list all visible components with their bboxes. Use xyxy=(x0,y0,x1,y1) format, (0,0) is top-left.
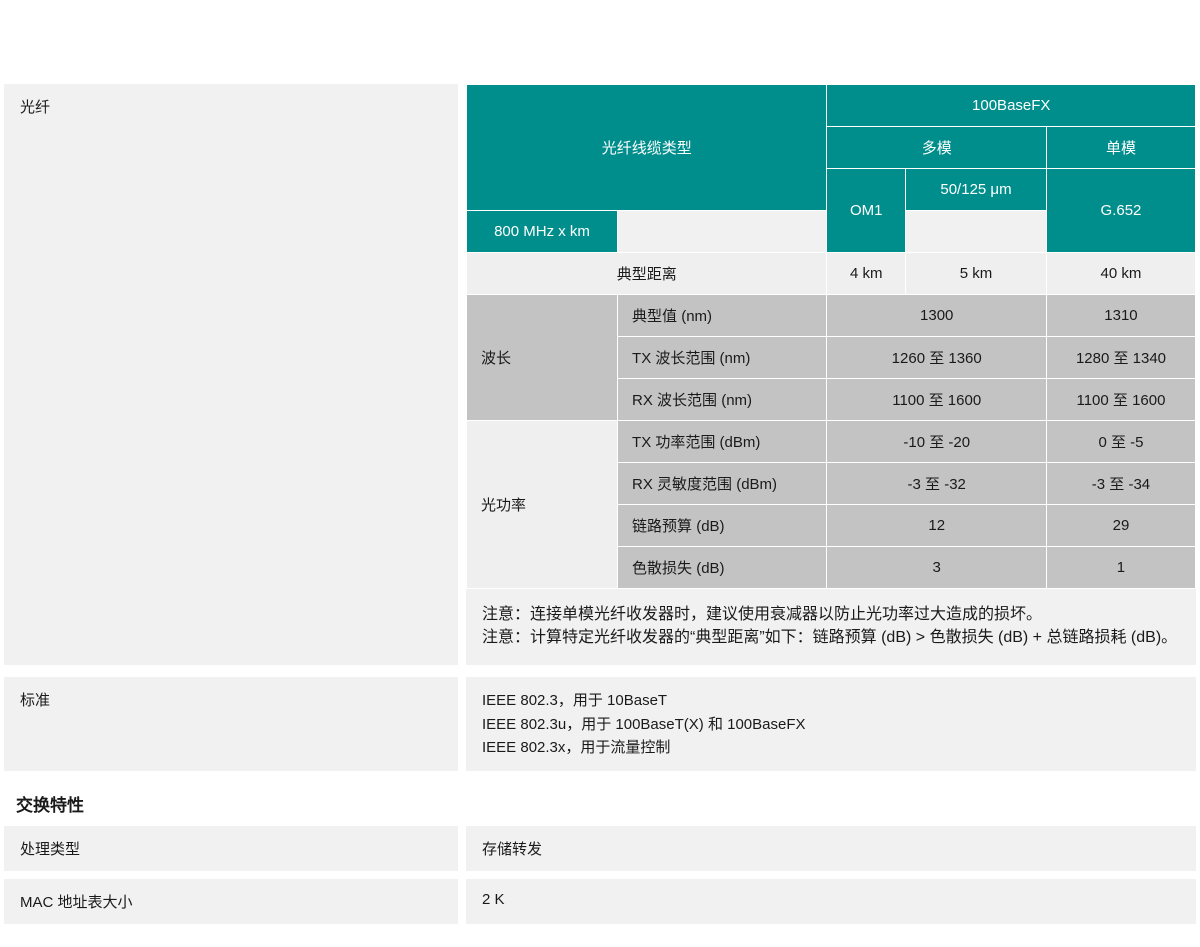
standards-row: 标准 IEEE 802.3，用于 10BaseT IEEE 802.3u，用于 … xyxy=(4,677,1196,771)
link-budget-label: 链路预算 (dB) xyxy=(618,505,827,547)
tx-range-label: TX 波长范围 (nm) xyxy=(618,337,827,379)
typical-distance-mm: 5 km xyxy=(906,253,1047,295)
processing-type-label: 处理类型 xyxy=(4,826,458,871)
standards-line-1: IEEE 802.3，用于 10BaseT xyxy=(482,689,1180,712)
wavelength-typical-mm: 1300 xyxy=(827,295,1046,337)
dispersion-label: 色散损失 (dB) xyxy=(618,547,827,589)
rx-range-mm: 1100 至 1600 xyxy=(827,379,1046,421)
wavelength-typical-sm: 1310 xyxy=(1046,295,1195,337)
rx-sens-sm: -3 至 -34 xyxy=(1046,463,1195,505)
product-header: 100BaseFX xyxy=(827,85,1196,127)
mac-table-label: MAC 地址表大小 xyxy=(4,879,458,924)
link-budget-mm: 12 xyxy=(827,505,1046,547)
wavelength-group: 波长 xyxy=(467,295,618,421)
fiber-note-2: 注意：计算特定光纤收发器的“典型距离”如下：链路预算 (dB) > 色散损失 (… xyxy=(482,626,1180,649)
wavelength-typical-label: 典型值 (nm) xyxy=(618,295,827,337)
rx-sens-mm: -3 至 -32 xyxy=(827,463,1046,505)
singlemode-header: 单模 xyxy=(1046,127,1195,169)
fiber-value: 光纤线缆类型 100BaseFX 多模 单模 OM1 50/125 μm G.6… xyxy=(466,84,1196,665)
dispersion-mm: 3 xyxy=(827,547,1046,589)
standards-value: IEEE 802.3，用于 10BaseT IEEE 802.3u，用于 100… xyxy=(466,677,1196,771)
link-budget-sm: 29 xyxy=(1046,505,1195,547)
sm-spec: G.652 xyxy=(1046,169,1195,253)
dispersion-sm: 1 xyxy=(1046,547,1195,589)
processing-type-value: 存储转发 xyxy=(466,826,1196,871)
typical-distance-label: 典型距离 xyxy=(467,253,827,295)
mm-spec2: 800 MHz x km xyxy=(467,211,618,253)
standards-label: 标准 xyxy=(4,677,458,771)
typical-distance-sm: 40 km xyxy=(1046,253,1195,295)
fiber-table: 光纤线缆类型 100BaseFX 多模 单模 OM1 50/125 μm G.6… xyxy=(466,84,1196,589)
fiber-note-1: 注意：连接单模光纤收发器时，建议使用衰减器以防止光功率过大造成的损坏。 xyxy=(482,603,1180,626)
table-row: 典型距离 4 km 5 km 40 km xyxy=(467,253,1196,295)
multimode-header: 多模 xyxy=(827,127,1046,169)
standards-line-3: IEEE 802.3x，用于流量控制 xyxy=(482,736,1180,759)
mac-table-row: MAC 地址表大小 2 K xyxy=(4,879,1196,924)
cable-type-header: 光纤线缆类型 xyxy=(467,85,827,211)
fiber-notes: 注意：连接单模光纤收发器时，建议使用衰减器以防止光功率过大造成的损坏。 注意：计… xyxy=(466,589,1196,665)
om1-header: OM1 xyxy=(827,169,906,253)
tx-power-label: TX 功率范围 (dBm) xyxy=(618,421,827,463)
tx-power-sm: 0 至 -5 xyxy=(1046,421,1195,463)
fiber-row: 光纤 光纤线缆类型 100BaseFX xyxy=(4,84,1196,665)
processing-type-row: 处理类型 存储转发 xyxy=(4,826,1196,871)
typical-distance-om1: 4 km xyxy=(827,253,906,295)
mm-spec1: 50/125 μm xyxy=(906,169,1047,211)
fiber-label: 光纤 xyxy=(4,84,458,665)
rx-sens-label: RX 灵敏度范围 (dBm) xyxy=(618,463,827,505)
optical-power-group: 光功率 xyxy=(467,421,618,589)
mac-table-value: 2 K xyxy=(466,879,1196,924)
tx-range-mm: 1260 至 1360 xyxy=(827,337,1046,379)
table-row: 光纤线缆类型 100BaseFX xyxy=(467,85,1196,127)
table-row: 波长 典型值 (nm) 1300 1310 xyxy=(467,295,1196,337)
table-row: 光功率 TX 功率范围 (dBm) -10 至 -20 0 至 -5 xyxy=(467,421,1196,463)
standards-line-2: IEEE 802.3u，用于 100BaseT(X) 和 100BaseFX xyxy=(482,713,1180,736)
tx-range-sm: 1280 至 1340 xyxy=(1046,337,1195,379)
switching-heading: 交换特性 xyxy=(4,783,1196,826)
rx-range-label: RX 波长范围 (nm) xyxy=(618,379,827,421)
rx-range-sm: 1100 至 1600 xyxy=(1046,379,1195,421)
tx-power-mm: -10 至 -20 xyxy=(827,421,1046,463)
